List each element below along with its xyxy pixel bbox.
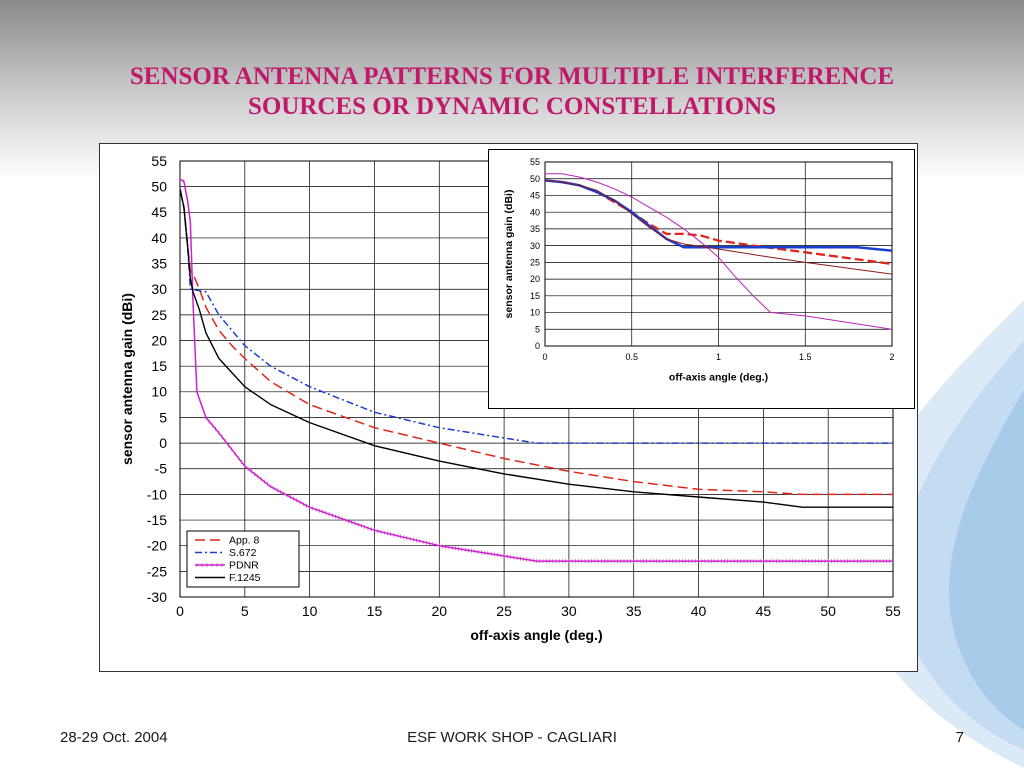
y-tick-label: 20 — [151, 332, 167, 348]
x-tick-label: 50 — [820, 603, 836, 619]
footer-date: 28-29 Oct. 2004 — [60, 729, 168, 746]
x-axis-title: off-axis angle (deg.) — [470, 627, 602, 643]
plot-area-border — [544, 161, 893, 347]
y-tick-label: -10 — [147, 486, 167, 502]
x-tick-label: 2 — [889, 352, 894, 362]
y-axis-title: sensor antenna gain (dBi) — [119, 293, 135, 465]
slide-title-line-2: SOURCES OR DYNAMIC CONSTELLATIONS — [247, 93, 777, 120]
y-tick-label: 5 — [535, 324, 540, 334]
x-tick-label: 45 — [756, 603, 772, 619]
x-tick-label: 5 — [241, 603, 249, 619]
x-tick-label: 35 — [626, 603, 642, 619]
y-tick-label: -30 — [147, 589, 167, 605]
y-tick-label: 30 — [151, 281, 167, 297]
x-tick-label: 1.5 — [799, 352, 812, 362]
chart-container: -30 -25 -20 -15 -10 -5 0 5 10 15 20 25 30 35 40 45 50 55 0… — [99, 143, 918, 672]
x-tick-label: 10 — [302, 603, 318, 619]
y-tick-label: 45 — [530, 191, 540, 201]
series-line-series-1 — [545, 179, 892, 266]
x-tick-label: 0 — [176, 603, 184, 619]
legend-label-f-1245: F.1245 — [229, 572, 261, 584]
legend-label-app-8: App. 8 — [229, 535, 260, 547]
y-tick-label: 35 — [151, 255, 167, 271]
y-tick-label: -15 — [147, 512, 167, 528]
slide-title-line-1: SENSOR ANTENNA PATTERNS FOR MULTIPLE INT… — [129, 63, 895, 90]
series-line-series-4 — [545, 179, 892, 275]
y-tick-label: 50 — [530, 174, 540, 184]
y-tick-label: 20 — [530, 274, 540, 284]
legend-label-s-672: S.672 — [229, 547, 257, 559]
inset-chart: 0 5 10 15 20 25 30 35 40 45 50 55 0 0.5 1 1.5 2 off-axis … — [488, 149, 915, 409]
x-tick-label: 55 — [885, 603, 901, 619]
y-tick-label: -5 — [155, 461, 168, 477]
y-tick-label: 55 — [530, 157, 540, 167]
y-tick-label: 40 — [151, 230, 167, 246]
y-tick-label: 5 — [159, 409, 167, 425]
footer-event: ESF WORK SHOP - CAGLIARI — [407, 729, 617, 746]
footer-page-number: 7 — [955, 729, 964, 746]
y-tick-label: 50 — [151, 179, 167, 195]
legend-label-pdnr: PDNR — [229, 560, 259, 572]
series-line-f-1245 — [180, 189, 893, 508]
slide-title: SENSOR ANTENNA PATTERNS FOR MULTIPLE INT… — [40, 62, 984, 122]
x-tick-label: 40 — [691, 603, 707, 619]
y-tick-label: -20 — [147, 538, 167, 554]
x-tick-label: 25 — [496, 603, 512, 619]
x-tick-label: 30 — [561, 603, 577, 619]
y-tick-label: 25 — [151, 307, 167, 323]
y-tick-label: 15 — [530, 291, 540, 301]
y-tick-label: -25 — [147, 563, 167, 579]
series-line-series-3 — [545, 173, 892, 330]
y-axis-title: sensor antenna gain (dBi) — [503, 190, 515, 319]
y-tick-label: 55 — [151, 153, 167, 169]
y-tick-label: 40 — [530, 207, 540, 217]
x-tick-label: 1 — [716, 352, 721, 362]
series-markers-pdnr — [180, 176, 891, 564]
y-tick-label: 10 — [530, 308, 540, 318]
y-tick-label: 35 — [530, 224, 540, 234]
series-line-app-8 — [180, 189, 893, 496]
y-tick-label: 15 — [151, 358, 167, 374]
y-tick-label: 0 — [159, 435, 167, 451]
x-tick-label: 0.5 — [625, 352, 638, 362]
x-tick-label: 0 — [542, 352, 547, 362]
y-tick-label: 10 — [151, 384, 167, 400]
x-tick-label: 15 — [367, 603, 383, 619]
x-tick-label: 20 — [431, 603, 447, 619]
y-tick-label: 25 — [530, 258, 540, 268]
y-tick-label: 30 — [530, 241, 540, 251]
x-axis-title: off-axis angle (deg.) — [669, 372, 768, 384]
y-tick-label: 45 — [151, 204, 167, 220]
y-tick-label: 0 — [535, 341, 540, 351]
